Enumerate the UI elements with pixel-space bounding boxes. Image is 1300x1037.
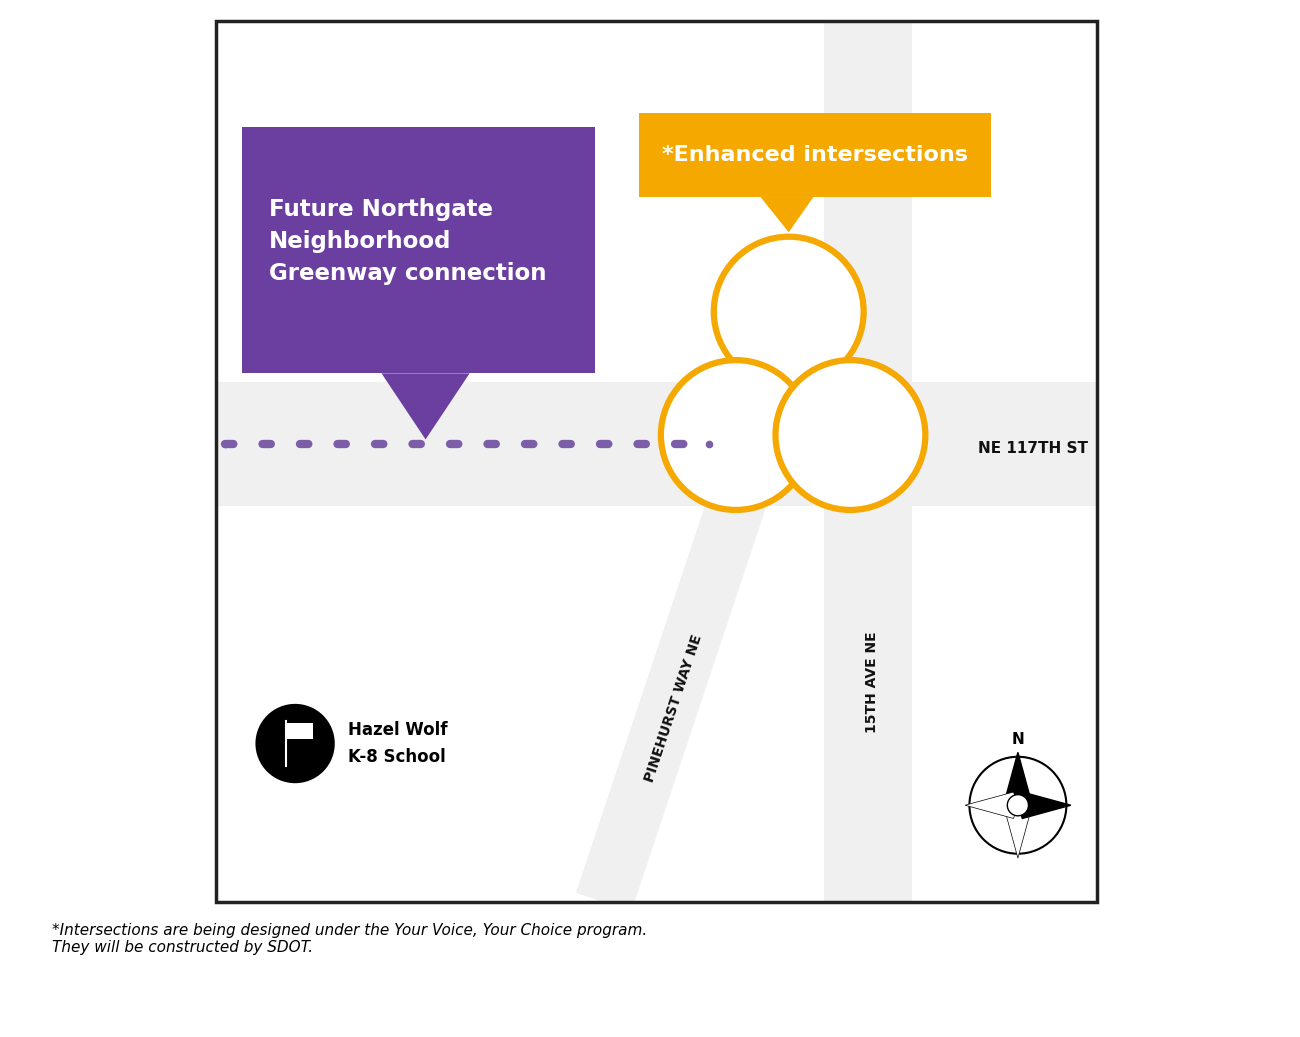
Text: *Enhanced intersections: *Enhanced intersections [662, 145, 968, 165]
Text: Future Northgate
Neighborhood
Greenway connection: Future Northgate Neighborhood Greenway c… [269, 198, 546, 284]
Circle shape [660, 360, 811, 510]
Circle shape [776, 360, 926, 510]
Polygon shape [1018, 792, 1071, 818]
Text: Hazel Wolf: Hazel Wolf [348, 722, 447, 739]
Circle shape [714, 236, 863, 387]
Polygon shape [381, 373, 469, 440]
Text: *Intersections are being designed under the Your Voice, Your Choice program.
The: *Intersections are being designed under … [52, 923, 647, 955]
Bar [242, 127, 595, 373]
Bar [638, 113, 992, 197]
Bar [286, 723, 313, 739]
Text: NE 117TH ST: NE 117TH ST [979, 441, 1088, 455]
Text: K-8 School: K-8 School [348, 748, 446, 765]
Text: N: N [1011, 732, 1024, 747]
Circle shape [970, 757, 1066, 853]
Bar [824, 21, 913, 902]
Polygon shape [760, 197, 814, 232]
Text: 15TH AVE NE: 15TH AVE NE [866, 632, 880, 732]
Circle shape [255, 704, 335, 783]
Polygon shape [1005, 752, 1031, 805]
Text: PINEHURST WAY NE: PINEHURST WAY NE [644, 633, 705, 784]
Bar [824, 21, 913, 902]
Circle shape [1008, 794, 1028, 816]
Bar [216, 382, 1097, 505]
Polygon shape [965, 792, 1018, 818]
Bar [216, 382, 1097, 505]
Polygon shape [1005, 805, 1031, 859]
